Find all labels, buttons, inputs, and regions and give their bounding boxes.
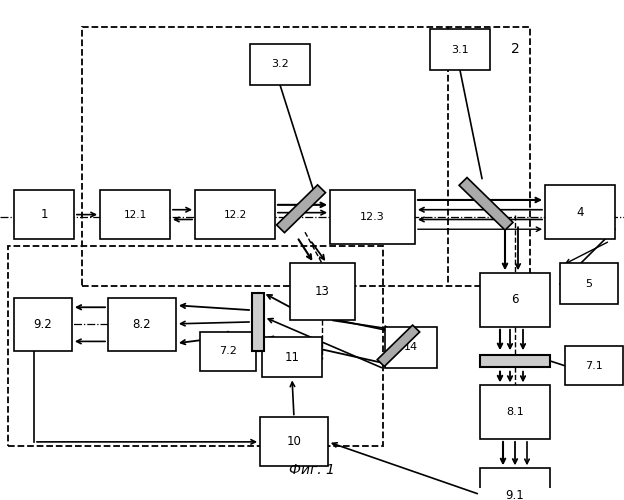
Bar (14, 298, 72, 351)
Text: 3.2: 3.2 (271, 60, 289, 70)
Bar (14, 190, 74, 239)
Bar (195, 190, 275, 239)
Text: 9.1: 9.1 (505, 488, 524, 500)
Polygon shape (276, 185, 326, 232)
Bar (480, 273, 550, 327)
Text: 12.3: 12.3 (360, 212, 385, 222)
Bar (252, 292, 264, 351)
Bar (260, 418, 328, 467)
Bar (82, 28, 530, 286)
Bar (480, 386, 550, 439)
Text: 9.2: 9.2 (34, 318, 52, 331)
Text: Фиг. 1: Фиг. 1 (289, 463, 335, 477)
Text: 7.1: 7.1 (585, 361, 603, 371)
Text: 6: 6 (511, 294, 519, 306)
Bar (100, 190, 170, 239)
Text: 7.2: 7.2 (219, 346, 237, 356)
Bar (108, 298, 176, 351)
Text: 8.2: 8.2 (133, 318, 151, 331)
Bar (480, 355, 550, 367)
Bar (330, 190, 415, 244)
Polygon shape (459, 178, 513, 230)
Bar (565, 346, 623, 386)
Bar (560, 264, 618, 304)
Bar (250, 44, 310, 85)
Text: 8.1: 8.1 (506, 407, 524, 417)
Text: 14: 14 (404, 342, 418, 352)
Bar (545, 186, 615, 239)
Text: 13: 13 (315, 285, 330, 298)
Text: 12.2: 12.2 (223, 210, 246, 220)
Bar (430, 30, 490, 70)
Bar (480, 468, 550, 500)
Text: 12.1: 12.1 (124, 210, 147, 220)
Bar (290, 264, 355, 320)
Text: 4: 4 (576, 206, 583, 218)
Polygon shape (378, 325, 420, 366)
Bar (200, 332, 256, 370)
Bar (385, 327, 437, 368)
Text: 2: 2 (511, 42, 520, 56)
Text: 10: 10 (286, 436, 301, 448)
Text: 1: 1 (41, 208, 48, 221)
Text: 5: 5 (585, 279, 593, 289)
Text: 3.1: 3.1 (451, 44, 469, 54)
Bar (262, 336, 322, 378)
Bar (8, 246, 383, 446)
Text: 11: 11 (285, 350, 300, 364)
